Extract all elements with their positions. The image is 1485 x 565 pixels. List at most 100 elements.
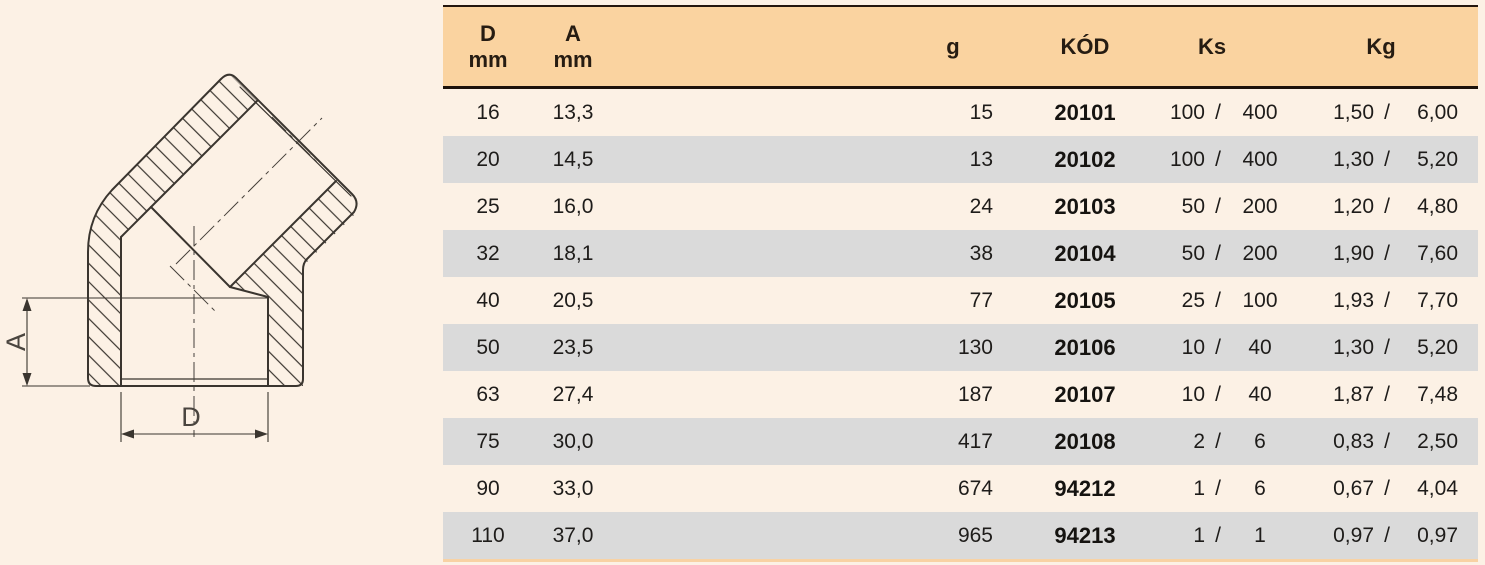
cell-g: 77 (969, 288, 993, 312)
hatched-wall-left (88, 74, 257, 386)
cell-ks-2: 6 (1254, 429, 1266, 453)
cell-ks-1: 100 (1169, 147, 1205, 171)
hatched-wall-right (230, 181, 360, 386)
dim-d-arrow-left (121, 429, 134, 439)
header-col-ks: Ks (1197, 33, 1227, 59)
cell-kod: 20103 (1054, 193, 1116, 219)
slash-icon: / (1384, 335, 1390, 359)
cell-a: 23,5 (552, 335, 594, 359)
cell-a: 18,1 (552, 241, 594, 265)
cavity-connector (229, 286, 269, 298)
header-d-symbol: D (480, 21, 496, 47)
header-a-symbol: A (565, 21, 581, 47)
cell-d: 16 (476, 100, 500, 124)
cell-a: 16,0 (552, 194, 594, 218)
cell-g: 965 (957, 523, 993, 547)
table-row: 50 23,5 130 20106 10 / 40 1,30 / 5,20 (443, 324, 1478, 371)
slash-icon: / (1384, 288, 1390, 312)
dim-a-label: A (1, 333, 31, 351)
slash-icon: / (1215, 288, 1221, 312)
cell-kg-1: 1,90 (1333, 241, 1374, 265)
cell-ks-2: 200 (1242, 241, 1278, 265)
cell-ks-1: 10 (1181, 382, 1205, 406)
slash-icon: / (1384, 147, 1390, 171)
header-col-a: A mm (533, 21, 613, 72)
cell-kg-2: 7,60 (1417, 241, 1458, 265)
table-row: 40 20,5 77 20105 25 / 100 1,93 / 7,70 (443, 277, 1478, 324)
table-body: 16 13,3 15 20101 100/400 1,50/6,00 20 14,5 13 201… (443, 89, 1478, 559)
cell-ks-1: 10 (1181, 335, 1205, 359)
cell-kod: 20104 (1054, 240, 1116, 266)
cell-kod: 20107 (1054, 381, 1116, 407)
slash-icon: / (1384, 429, 1390, 453)
cell-ks-1: 2 (1193, 429, 1205, 453)
cell-d: 90 (476, 476, 500, 500)
cell-kg-1: 0,67 (1333, 476, 1374, 500)
header-col-d: D mm (443, 21, 533, 72)
cell-kod: 94213 (1054, 522, 1116, 548)
cell-kg-2: 7,48 (1417, 382, 1458, 406)
slash-icon: / (1384, 523, 1390, 547)
cell-kg-1: 1,20 (1333, 194, 1374, 218)
header-col-kod: KÓD (1060, 33, 1110, 59)
cell-g: 15 (969, 100, 993, 124)
cell-g: 674 (957, 476, 993, 500)
cell-g: 187 (957, 382, 993, 406)
cell-d: 20 (476, 147, 500, 171)
cell-kod: 20106 (1054, 334, 1116, 360)
cell-kod: 20108 (1054, 428, 1116, 454)
cell-g: 13 (969, 147, 993, 171)
header-d-unit: mm (468, 46, 508, 72)
bore-upper-left-edge (150, 100, 258, 208)
technical-drawing: A D (0, 0, 443, 565)
cell-d: 25 (476, 194, 500, 218)
cell-ks-2: 40 (1248, 382, 1272, 406)
elbow-fitting-diagram: A D (1, 73, 360, 442)
dim-d-arrow-right (255, 429, 268, 439)
table-bottom-strip (443, 559, 1478, 562)
cell-ks-2: 6 (1254, 476, 1266, 500)
cell-ks-1: 50 (1181, 194, 1205, 218)
slash-icon: / (1384, 100, 1390, 124)
table-row: 20 14,5 13 20102 100 / 400 1,30 / 5,20 (443, 136, 1478, 183)
cell-ks-1: 100 (1169, 100, 1205, 124)
cell-a: 20,5 (552, 288, 594, 312)
table-row: 75 30,0 417 20108 2 / 6 0,83 / 2,50 (443, 418, 1478, 465)
cell-ks-1: 25 (1181, 288, 1205, 312)
cell-kg-2: 4,04 (1417, 476, 1458, 500)
outer-outline (87, 73, 358, 387)
cell-kg-2: 4,80 (1417, 194, 1458, 218)
cell-kod: 20101 (1054, 99, 1116, 125)
cell-d: 75 (476, 429, 500, 453)
cell-kg-2: 0,97 (1417, 523, 1458, 547)
cell-kg-2: 5,20 (1417, 335, 1458, 359)
cell-a: 27,4 (552, 382, 594, 406)
dim-a-arrow-bottom (22, 373, 32, 386)
cell-d: 40 (476, 288, 500, 312)
dim-a-arrow-top (22, 298, 32, 311)
slash-icon: / (1215, 100, 1221, 124)
slash-icon: / (1215, 147, 1221, 171)
cell-ks-2: 100 (1242, 288, 1278, 312)
header-a-unit: mm (553, 46, 593, 72)
cell-g: 417 (957, 429, 993, 453)
cell-a: 30,0 (552, 429, 594, 453)
cell-kg-1: 1,30 (1333, 335, 1374, 359)
dim-d-label: D (181, 402, 201, 432)
cell-a: 33,0 (552, 476, 594, 500)
cell-a: 14,5 (552, 147, 594, 171)
cell-g: 24 (969, 194, 993, 218)
slash-icon: / (1215, 429, 1221, 453)
cell-a: 37,0 (552, 523, 594, 547)
cell-d: 110 (471, 523, 505, 547)
bore-inner-end (150, 206, 231, 288)
cell-d: 50 (476, 335, 500, 359)
cell-kg-2: 2,50 (1417, 429, 1458, 453)
cell-kg-2: 7,70 (1417, 288, 1458, 312)
centermark-upper-socket (271, 116, 321, 166)
cell-g: 38 (969, 241, 993, 265)
cell-kg-2: 5,20 (1417, 147, 1458, 171)
cell-ks-1: 50 (1181, 241, 1205, 265)
slash-icon: / (1215, 476, 1221, 500)
cell-ks-1: 1 (1193, 523, 1205, 547)
